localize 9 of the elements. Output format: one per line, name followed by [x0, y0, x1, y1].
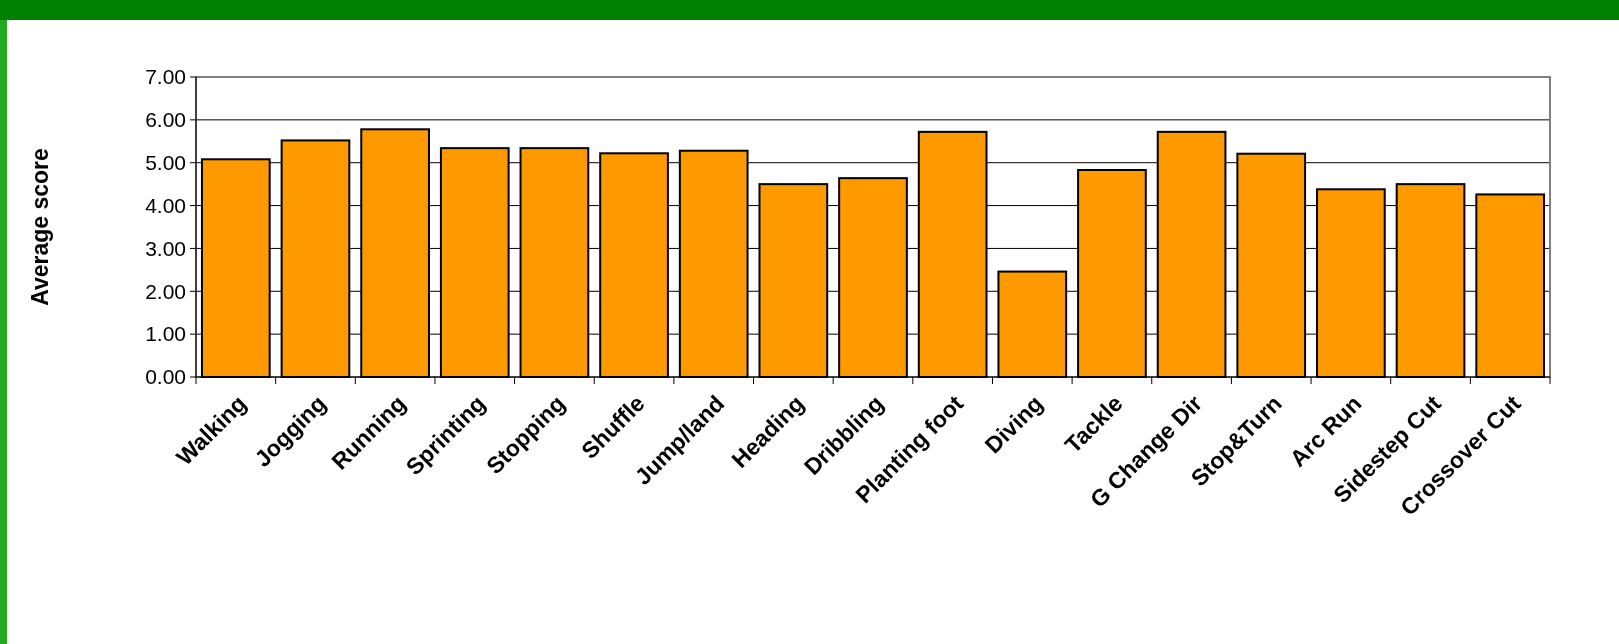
y-axis-title: Average score: [27, 148, 53, 306]
y-tick-label: 7.00: [145, 65, 186, 89]
y-tick-label: 5.00: [145, 151, 186, 175]
y-tick-label: 3.00: [145, 236, 186, 260]
y-tick-label: 2.00: [145, 279, 186, 303]
y-tick-label: 0.00: [145, 365, 186, 389]
y-tick-label: 6.00: [145, 108, 186, 132]
y-tick-label: 1.00: [145, 322, 186, 346]
y-tick-label: 4.00: [145, 193, 186, 217]
